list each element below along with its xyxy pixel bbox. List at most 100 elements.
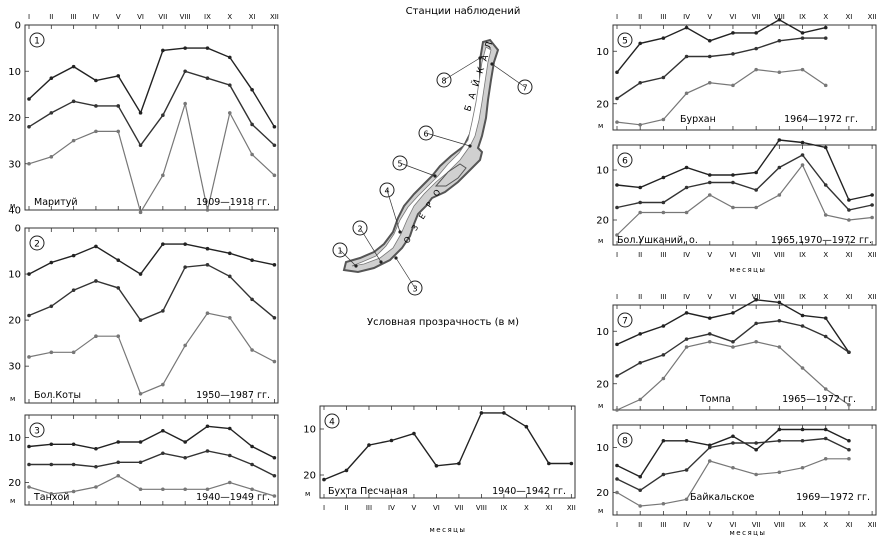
page-subtitle: Условная прозрачность (в м) [367,317,519,328]
data-point [823,334,828,339]
month-tick-label: XII [868,13,877,21]
data-point [615,120,619,124]
data-point [94,485,98,489]
month-tick-label: I [616,13,618,21]
y-unit-label: м [598,507,603,515]
map-station-number: 7 [522,83,527,92]
data-point [707,445,712,450]
month-tick-label: VI [730,251,737,259]
data-point [94,244,98,249]
data-point [615,477,619,481]
data-point [754,170,758,175]
chart-panel-1: I II III IV V VI VII VIII IX X XI XII010203040м1Мар… [8,13,279,217]
data-point [250,444,254,449]
month-tick-label: V [707,521,712,529]
data-point [754,339,758,344]
data-point [138,440,143,444]
data-point [116,129,121,134]
data-point [731,180,735,185]
data-point [94,129,98,134]
data-point [847,218,851,222]
data-point [777,318,782,323]
data-point [823,316,828,320]
series-line-2 [28,70,275,147]
data-point [94,446,98,451]
station-badge-number: 4 [329,418,335,428]
map-leader-line [443,57,481,81]
data-point [227,316,232,320]
data-point [800,153,805,157]
station-years: 1940—1942 гг. [492,486,566,497]
data-point [183,69,187,74]
data-point [161,48,165,53]
y-tick-label: 30 [8,362,21,373]
data-point [684,25,689,30]
map-station-dot [379,260,383,264]
series-line-1 [323,412,572,481]
data-point [707,459,712,463]
month-tick-label: I [28,13,30,21]
data-point [49,111,54,115]
data-point [161,242,165,246]
data-point [800,36,805,40]
data-point [684,54,689,59]
station-badge [617,432,633,448]
y-tick-label: 20 [596,379,609,390]
month-tick-label: II [638,13,642,21]
data-point [661,75,666,80]
month-tick-label: VIII [476,504,487,512]
series-line-1 [28,425,275,459]
data-point [161,382,165,387]
data-point [684,165,689,170]
station-years: 1969—1972 гг. [796,492,870,503]
station-badge-number: 2 [34,240,40,250]
map-station-dot [394,256,398,260]
data-point [661,353,666,357]
data-point [116,286,121,290]
station-name: Томпа [699,394,731,405]
series-line-3 [616,68,827,126]
data-point [116,334,121,339]
data-point [27,485,31,489]
station-years: 1965,1970—1972 гг. [771,235,872,246]
data-point [27,161,31,166]
station-badge [29,235,45,251]
data-point [661,36,666,40]
y-tick-label: 10 [596,327,609,338]
data-point [823,25,828,30]
data-point [638,397,642,402]
data-point [49,155,54,159]
data-point [250,87,254,92]
data-point [94,78,98,83]
month-tick-label: V [412,504,417,512]
data-point [27,272,31,276]
data-point [615,233,619,237]
data-point [138,318,143,322]
month-tick-label: VII [752,293,761,301]
data-point [94,464,98,469]
data-point [661,200,666,205]
data-point [754,31,758,35]
month-tick-label: III [660,521,666,529]
station-badge [617,32,633,48]
month-tick-label: IV [388,504,395,512]
data-point [754,205,758,210]
station-name: Танхой [33,492,69,503]
month-tick-label: XI [845,251,852,259]
data-point [183,455,187,460]
month-tick-label: XI [249,13,256,21]
month-tick-label: X [524,504,529,512]
data-point [731,311,735,315]
data-point [205,246,210,251]
month-tick-label: VII [158,13,167,21]
data-point [615,342,619,347]
map-station-dot [433,174,437,178]
data-point [800,324,805,328]
data-point [116,473,121,478]
station-badge-number: 7 [622,317,628,327]
data-point [434,464,439,468]
data-point [661,324,666,328]
data-point [161,309,165,313]
data-point [823,36,828,40]
series-line-2 [29,450,275,477]
